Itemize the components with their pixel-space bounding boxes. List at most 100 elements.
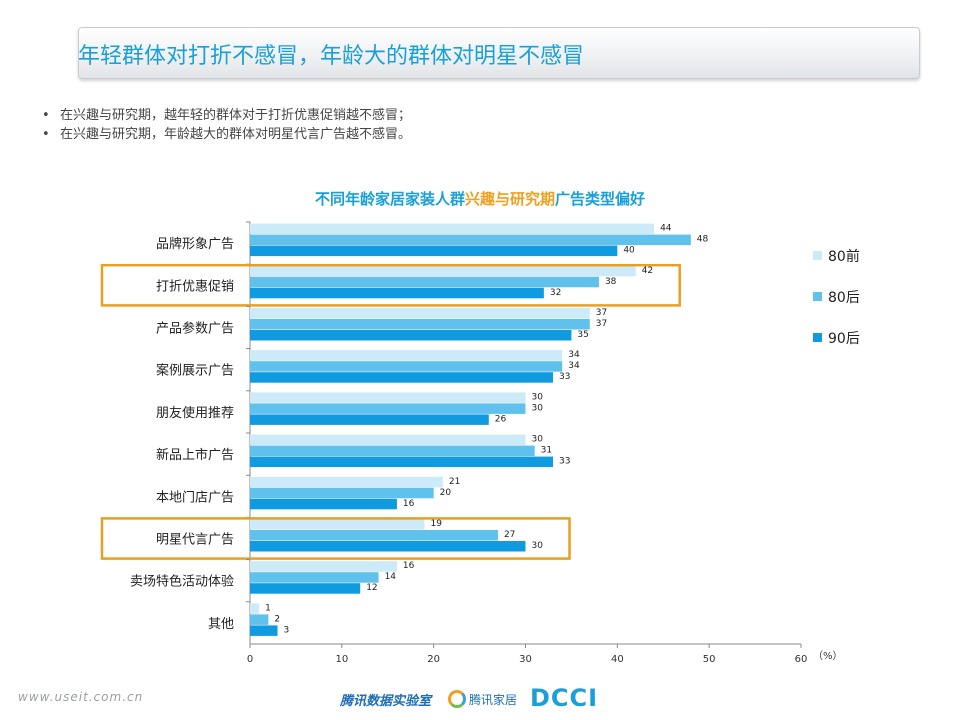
bar-80前 (250, 476, 443, 488)
data-label: 31 (541, 446, 552, 456)
data-label: 38 (605, 277, 617, 287)
bar-80前 (250, 350, 563, 361)
bar-80后 (250, 276, 599, 288)
category-label: 新品上市广告 (156, 447, 234, 463)
bar-80后 (250, 572, 379, 583)
data-label: 19 (430, 519, 442, 529)
bar-80前 (250, 265, 636, 277)
data-label: 26 (495, 414, 507, 424)
bar-80前 (250, 434, 526, 446)
data-label: 35 (577, 330, 588, 340)
x-tick-label: 10 (335, 654, 348, 665)
bar-90后 (250, 414, 489, 425)
bar-90后 (250, 625, 278, 636)
bullet-list: • 在兴趣与研究期，越年轻的群体对于打折优惠促销越不感冒； • 在兴趣与研究期，… (42, 106, 411, 144)
bar-80前 (250, 223, 655, 235)
legend-swatch (813, 292, 822, 301)
category-label: 朋友使用推荐 (156, 405, 234, 421)
data-label: 14 (385, 572, 397, 582)
data-label: 37 (596, 319, 607, 329)
bar-80前 (250, 392, 526, 403)
data-label: 16 (403, 499, 415, 509)
home-logo-icon (448, 690, 466, 708)
bullet-item: • 在兴趣与研究期，年龄越大的群体对明星代言广告越不感冒。 (42, 125, 411, 144)
category-label: 案例展示广告 (156, 364, 234, 379)
data-label: 40 (623, 246, 635, 256)
data-label: 30 (532, 392, 544, 402)
bar-80后 (250, 530, 498, 541)
bar-90后 (250, 372, 554, 383)
bar-80后 (250, 487, 434, 499)
footer-dcci-logo: DCCI (530, 684, 599, 712)
header-bar (78, 27, 920, 79)
data-label: 44 (660, 224, 672, 234)
footer-url: www.useit.com.cn (18, 690, 144, 704)
x-tick-label: 40 (611, 654, 624, 665)
x-tick-label: 0 (247, 654, 253, 665)
data-label: 1 (265, 603, 271, 613)
bar-90后 (250, 245, 618, 257)
bar-90后 (250, 287, 544, 299)
x-tick-label: 60 (795, 654, 808, 665)
data-label: 42 (642, 266, 653, 276)
data-label: 3 (284, 625, 290, 635)
home-logo-text: 腾讯家居 (469, 692, 518, 707)
data-label: 33 (559, 372, 570, 382)
bar-80后 (250, 361, 563, 372)
bar-80前 (250, 561, 397, 572)
legend-label: 80前 (828, 248, 860, 265)
chart-title: 不同年龄家居家装人群兴趣与研究期广告类型偏好 (0, 188, 960, 209)
bar-80前 (250, 308, 590, 319)
data-label: 48 (697, 235, 709, 245)
data-label: 27 (504, 530, 515, 540)
page-title: 年轻群体对打折不感冒，年龄大的群体对明星不感冒 (78, 44, 585, 69)
category-label: 打折优惠促销 (156, 279, 234, 294)
bullet-dot: • (42, 108, 50, 123)
data-label: 12 (366, 583, 377, 593)
bullet-dot: • (42, 127, 50, 142)
category-label: 明星代言广告 (156, 533, 234, 548)
footer-home-logo: 腾讯家居 (448, 690, 517, 708)
footer-lab-logo: 腾讯数据实验室 (340, 694, 432, 709)
data-label: 30 (532, 435, 544, 445)
category-label: 产品参数广告 (156, 321, 234, 337)
highlight-box (100, 517, 571, 560)
data-label: 30 (532, 403, 544, 413)
data-label: 20 (440, 488, 452, 498)
legend-label: 80后 (828, 290, 860, 306)
bar-80前 (250, 519, 425, 530)
category-label: 其他 (208, 617, 234, 632)
data-label: 30 (532, 541, 544, 551)
data-label: 37 (596, 308, 607, 318)
data-label: 16 (403, 561, 415, 571)
legend-swatch (813, 333, 822, 342)
data-label: 21 (449, 477, 460, 487)
highlight-box (100, 263, 681, 307)
category-label: 本地门店广告 (156, 490, 234, 505)
x-tick-label: 50 (703, 654, 716, 665)
bullet-text: 在兴趣与研究期，年龄越大的群体对明星代言广告越不感冒。 (60, 127, 412, 142)
bar-80后 (250, 234, 691, 246)
bar-90后 (250, 583, 361, 594)
legend-swatch (813, 251, 822, 260)
chart-title-part3: 广告类型偏好 (555, 190, 646, 208)
bar-80后 (250, 403, 526, 414)
legend-label: 90后 (828, 331, 860, 347)
x-axis-unit: （%） (813, 650, 843, 662)
category-label: 卖场特色活动体验 (130, 574, 234, 590)
data-label: 2 (274, 614, 280, 624)
data-label: 32 (550, 288, 561, 298)
x-tick-label: 30 (519, 654, 532, 665)
bar-80后 (250, 445, 535, 457)
bullet-text: 在兴趣与研究期，越年轻的群体对于打折优惠促销越不感冒； (60, 108, 412, 123)
category-label: 品牌形象广告 (156, 236, 234, 252)
bar-80后 (250, 614, 269, 625)
bar-80后 (250, 319, 590, 330)
bar-90后 (250, 456, 554, 468)
data-label: 34 (568, 361, 580, 371)
data-label: 34 (568, 350, 580, 360)
bar-90后 (250, 541, 526, 552)
bar-90后 (250, 330, 572, 341)
data-label: 33 (559, 457, 570, 467)
